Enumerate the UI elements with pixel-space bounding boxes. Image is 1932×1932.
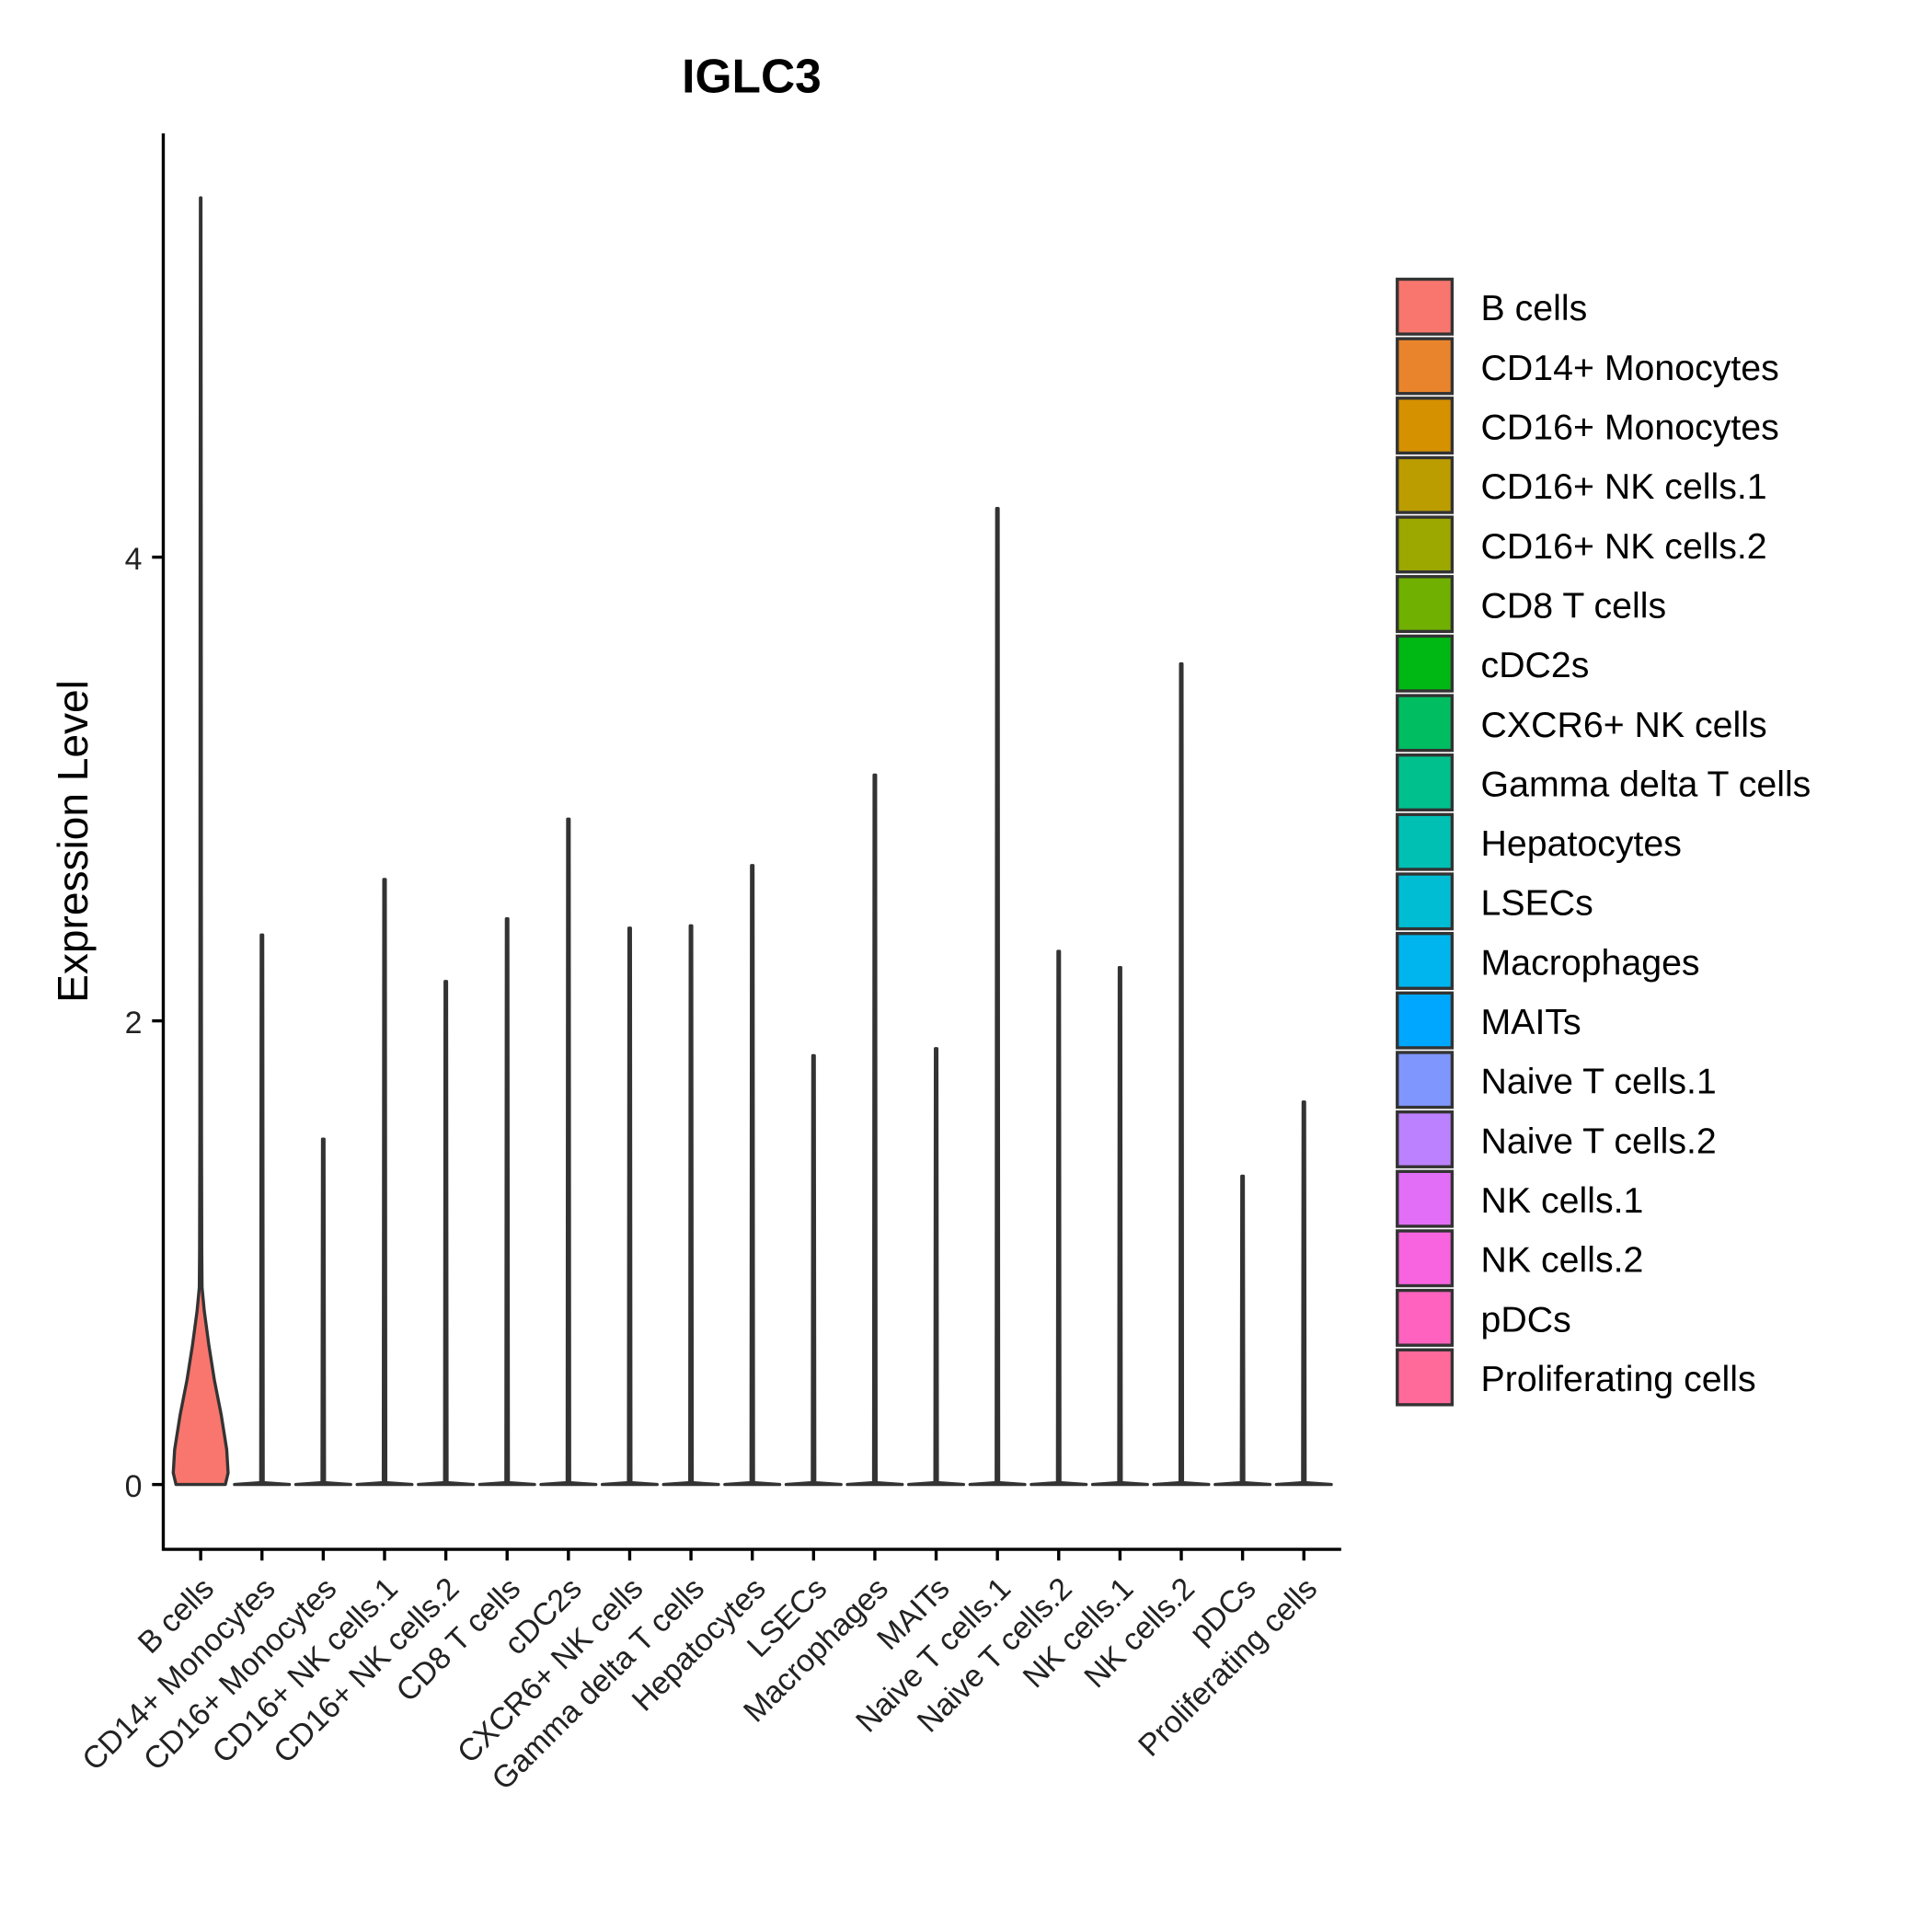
violin-pdcs — [1213, 1174, 1272, 1487]
violin-gamma-delta-t-cells — [661, 924, 720, 1487]
chart-title: IGLC3 — [682, 49, 822, 102]
legend-label: Macrophages — [1481, 942, 1700, 983]
legend-label: CD8 T cells — [1481, 585, 1667, 626]
violin-naive-t-cells-2 — [1029, 949, 1088, 1487]
y-tick-label: 0 — [125, 1469, 143, 1504]
y-tick-label: 2 — [125, 1006, 143, 1041]
legend-label: Gamma delta T cells — [1481, 764, 1811, 804]
violin-cd16-nk-cells-2 — [417, 980, 476, 1487]
legend-label: MAITs — [1481, 1002, 1581, 1042]
violin-nk-cells-2 — [1152, 661, 1211, 1487]
legend-label: Proliferating cells — [1481, 1359, 1756, 1399]
y-tick-label: 4 — [125, 542, 143, 577]
legend-key — [1396, 931, 1455, 990]
legend-label: NK cells.1 — [1481, 1180, 1644, 1221]
legend-key — [1396, 872, 1455, 931]
violin-nk-cells-1 — [1090, 965, 1149, 1487]
violin-macrophages — [845, 773, 904, 1487]
violin-lsecs — [784, 1053, 843, 1487]
legend-key — [1396, 694, 1455, 753]
legend-label: cDC2s — [1481, 645, 1590, 685]
violin-hepatocytes — [723, 864, 782, 1487]
legend-label: B cells — [1481, 288, 1588, 328]
legend-key — [1396, 634, 1455, 693]
legend-key — [1396, 1169, 1455, 1228]
violin-cd16-nk-cells-1 — [355, 878, 414, 1487]
legend-key — [1396, 753, 1455, 812]
violin-cxcr6-nk-cells — [600, 926, 659, 1487]
legend-key — [1396, 277, 1455, 336]
legend-label: CD16+ NK cells.2 — [1481, 526, 1767, 567]
violin-b-cells — [171, 196, 230, 1487]
legend-key — [1396, 455, 1455, 514]
legend-key — [1396, 1110, 1455, 1168]
violin-cd16-monocytes — [293, 1137, 352, 1487]
legend-label: Naive T cells.1 — [1481, 1062, 1717, 1102]
legend-key — [1396, 1229, 1455, 1288]
legend-key — [1396, 337, 1455, 396]
legend-key — [1396, 991, 1455, 1050]
legend-label: pDCs — [1481, 1299, 1571, 1340]
legend-key — [1396, 397, 1455, 455]
violin-cd14-monocytes — [233, 933, 292, 1487]
violin-proliferating-cells — [1274, 1100, 1333, 1487]
legend-key — [1396, 575, 1455, 634]
violin-maits — [907, 1047, 966, 1487]
y-axis-label: Expression Level — [49, 680, 97, 1003]
legend-key — [1396, 515, 1455, 574]
legend-label: Naive T cells.2 — [1481, 1121, 1717, 1161]
legend-label: CD14+ Monocytes — [1481, 348, 1779, 388]
violin-cdc2s — [539, 817, 598, 1487]
legend-label: NK cells.2 — [1481, 1240, 1644, 1281]
legend-label: CXCR6+ NK cells — [1481, 705, 1767, 745]
legend-key — [1396, 1051, 1455, 1110]
legend-label: CD16+ NK cells.1 — [1481, 466, 1767, 507]
violin-naive-t-cells-1 — [968, 506, 1027, 1487]
violin-cd8-t-cells — [477, 917, 536, 1487]
legend-label: LSECs — [1481, 883, 1593, 924]
legend-label: CD16+ Monocytes — [1481, 407, 1779, 447]
legend-label: Hepatocytes — [1481, 823, 1682, 864]
legend-key — [1396, 812, 1455, 871]
legend-key — [1396, 1348, 1455, 1407]
legend-key — [1396, 1288, 1455, 1347]
